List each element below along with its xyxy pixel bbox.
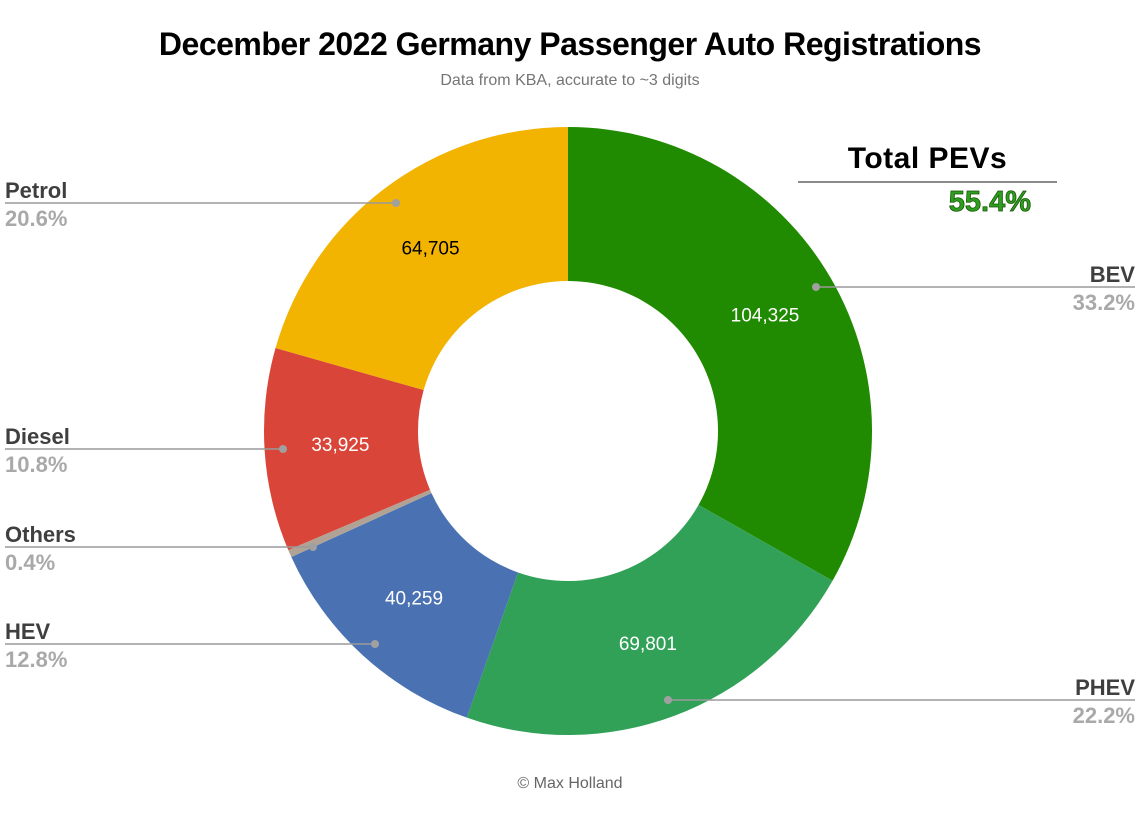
phev-label: PHEV [1075,675,1135,700]
petrol-label: Petrol [5,178,68,203]
slice-value-petrol: 64,705 [401,239,459,260]
callout-petrol: Petrol 20.6% [5,179,67,231]
leader-dot-diesel [279,445,287,453]
leader-dot-phev [664,696,672,704]
hev-label: HEV [5,619,51,644]
leader-dot-hev [371,640,379,648]
callout-diesel: Diesel 10.8% [5,425,70,477]
page-subtitle: Data from KBA, accurate to ~3 digits [440,72,700,89]
bev-pct: 33.2% [1072,290,1135,315]
diesel-pct: 10.8% [5,452,68,477]
slice-hev [291,493,519,718]
slice-diesel [263,348,430,550]
petrol-pct: 20.6% [5,206,68,231]
hev-pct: 12.8% [5,647,68,672]
slice-value-phev: 69,801 [619,634,677,655]
bev-label: BEV [1089,262,1135,287]
slice-value-hev: 40,259 [385,589,443,610]
copyright: © Max Holland [517,775,623,792]
slice-phev [466,504,833,736]
callout-bev: BEV 33.2% [1073,263,1135,315]
page-title: December 2022 Germany Passenger Auto Reg… [158,26,982,62]
diesel-label: Diesel [5,424,70,449]
slice-value-bev: 104,325 [731,306,800,327]
slice-petrol [275,127,568,391]
total-pevs-label: Total PEVs [798,142,1057,183]
leader-dot-others [309,543,317,551]
callout-hev: HEV 12.8% [5,620,67,672]
callout-phev: PHEV 22.2% [1073,676,1135,728]
slice-others [288,489,432,557]
others-pct: 0.4% [5,550,56,575]
leader-dot-bev [812,283,820,291]
total-pevs-value: 55.4% [948,186,1031,219]
total-pevs-callout: Total PEVs 55.4% [798,142,1057,219]
phev-pct: 22.2% [1072,703,1135,728]
callout-others: Others 0.4% [5,523,76,575]
leader-dot-petrol [392,199,400,207]
slice-value-diesel: 33,925 [311,435,369,456]
others-label: Others [5,522,76,547]
slice-bev [568,127,873,581]
